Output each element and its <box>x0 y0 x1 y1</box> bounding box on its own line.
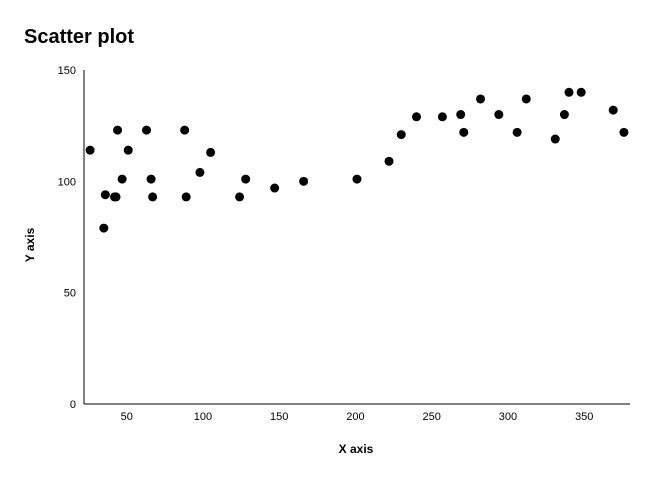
y-tick-label: 50 <box>64 288 76 300</box>
scatter-point <box>270 183 280 193</box>
x-tick-label: 300 <box>499 411 517 423</box>
scatter-point <box>111 192 121 202</box>
scatter-point <box>123 145 133 155</box>
scatter-point <box>476 94 486 104</box>
y-tick-label: 0 <box>70 399 76 411</box>
x-tick-label: 200 <box>346 411 364 423</box>
scatter-point <box>459 127 469 137</box>
scatter-point <box>85 145 95 155</box>
y-tick-labels: 0 50 100 150 <box>58 65 76 411</box>
scatter-point <box>352 174 362 184</box>
scatter-point <box>235 192 245 202</box>
scatter-point <box>100 190 110 200</box>
y-tick-label: 150 <box>58 65 76 77</box>
scatter-point <box>241 174 251 184</box>
scatter-point <box>494 110 504 120</box>
scatter-point <box>113 125 123 135</box>
scatter-point <box>619 127 629 137</box>
chart-title: Scatter plot <box>24 26 134 48</box>
scatter-point <box>411 112 421 122</box>
x-tick-label: 250 <box>423 411 441 423</box>
x-axis-label: X axis <box>339 442 374 456</box>
scatter-point <box>99 223 109 233</box>
scatter-point <box>195 167 205 177</box>
scatter-point <box>117 174 127 184</box>
x-tick-label: 100 <box>194 411 212 423</box>
scatter-point <box>142 125 152 135</box>
x-tick-labels: 50 100 150 200 250 300 350 <box>121 411 594 423</box>
x-tick-label: 50 <box>121 411 133 423</box>
scatter-point <box>146 174 156 184</box>
y-axis-label: Y axis <box>23 227 37 262</box>
scatter-point <box>437 112 447 122</box>
plot-area: 0 50 100 150 50 100 150 200 250 300 350 <box>58 65 630 423</box>
scatter-point <box>148 192 158 202</box>
data-points <box>85 87 629 233</box>
x-tick-label: 150 <box>270 411 288 423</box>
scatter-point <box>456 110 466 120</box>
scatter-point <box>206 147 216 157</box>
y-tick-label: 100 <box>58 176 76 188</box>
scatter-point <box>576 87 586 97</box>
x-tick-label: 350 <box>575 411 593 423</box>
scatter-point <box>564 87 574 97</box>
scatter-point <box>559 110 569 120</box>
scatter-point <box>550 134 560 144</box>
scatter-point <box>384 156 394 166</box>
scatter-point <box>299 176 309 186</box>
scatter-point <box>180 125 190 135</box>
scatter-point <box>512 127 522 137</box>
scatter-point <box>396 130 406 140</box>
scatter-point <box>608 105 618 115</box>
scatter-point <box>521 94 531 104</box>
scatter-point <box>181 192 191 202</box>
